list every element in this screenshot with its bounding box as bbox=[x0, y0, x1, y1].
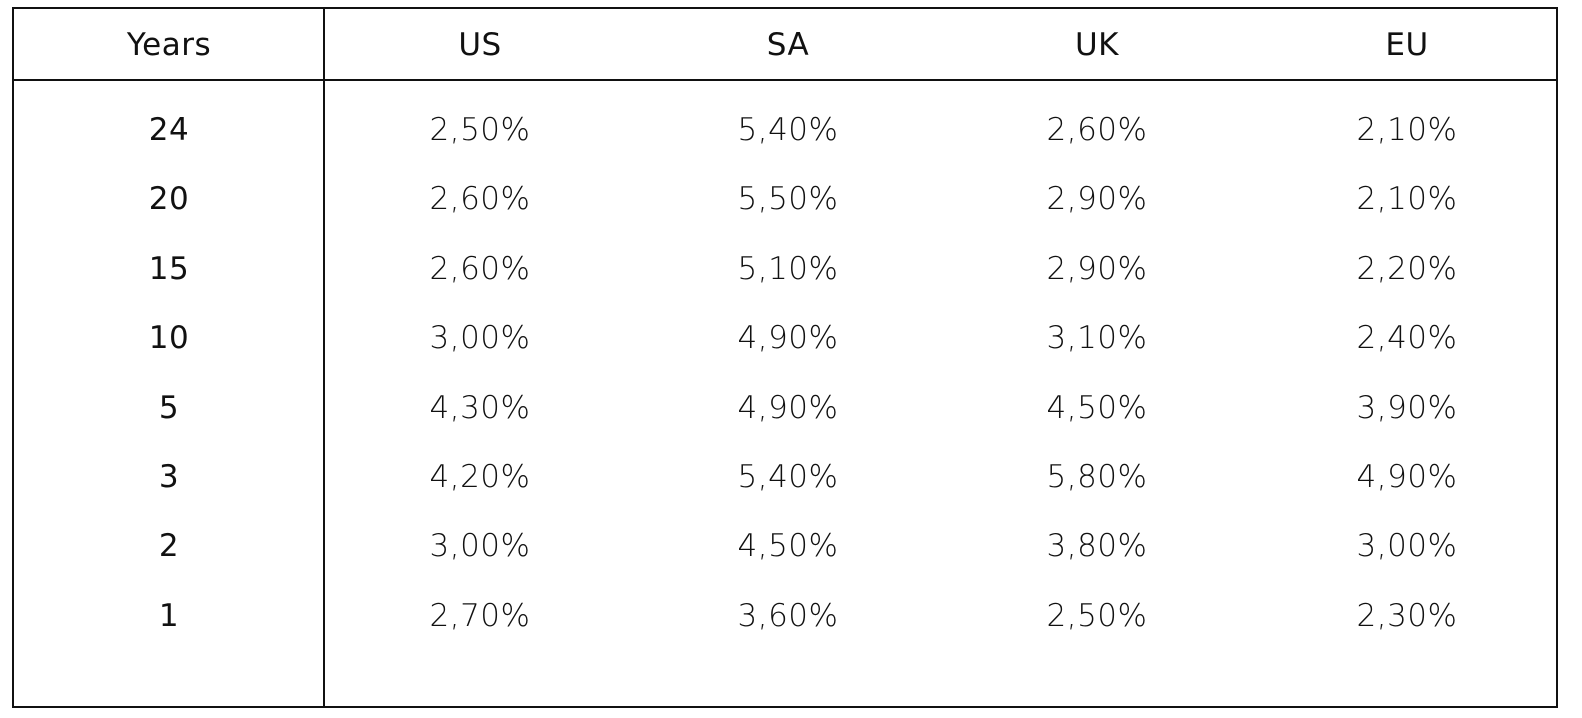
rate-cell: 2,50% bbox=[429, 112, 531, 148]
year-cell: 15 bbox=[148, 250, 190, 287]
table: Years US SA UK EU 24 2,50% 5,40% 2,60% 2,10% 20 2,6… bbox=[12, 7, 1558, 708]
rate-cell: 5,40% bbox=[737, 459, 839, 495]
rate-cell: 5,10% bbox=[737, 250, 839, 287]
header-cell: US bbox=[458, 27, 502, 63]
rate-cell: 5,80% bbox=[1046, 459, 1148, 495]
year-cell: 5 bbox=[158, 389, 180, 426]
year-cell: 1 bbox=[158, 597, 180, 634]
rate-cell: 5,40% bbox=[737, 112, 839, 148]
rate-cell: 4,50% bbox=[1046, 389, 1148, 426]
rate-cell: 2,30% bbox=[1356, 597, 1458, 634]
column-divider bbox=[323, 9, 325, 706]
rate-cell: 4,90% bbox=[737, 320, 839, 357]
rate-cell: 2,60% bbox=[1046, 112, 1148, 148]
header-cell: Years bbox=[126, 27, 212, 63]
header-cell: UK bbox=[1074, 27, 1120, 63]
rate-cell: 3,80% bbox=[1046, 528, 1148, 565]
rate-cell: 3,10% bbox=[1046, 320, 1148, 357]
year-cell: 24 bbox=[148, 112, 190, 148]
rate-cell: 3,90% bbox=[1356, 389, 1458, 426]
header-cell: EU bbox=[1385, 27, 1429, 63]
rate-cell: 2,50% bbox=[1046, 597, 1148, 634]
year-cell: 20 bbox=[148, 181, 190, 218]
rate-cell: 4,20% bbox=[429, 459, 531, 495]
year-cell: 3 bbox=[158, 459, 180, 495]
rate-cell: 4,90% bbox=[1356, 459, 1458, 495]
rate-cell: 2,20% bbox=[1356, 250, 1458, 287]
rate-cell: 3,00% bbox=[429, 320, 531, 357]
year-cell: 2 bbox=[158, 528, 180, 565]
rate-cell: 3,00% bbox=[429, 528, 531, 565]
rate-cell: 2,90% bbox=[1046, 250, 1148, 287]
rate-cell: 2,70% bbox=[429, 597, 531, 634]
rate-cell: 4,30% bbox=[429, 389, 531, 426]
rate-cell: 4,90% bbox=[737, 389, 839, 426]
rate-cell: 3,60% bbox=[737, 597, 839, 634]
rate-cell: 3,00% bbox=[1356, 528, 1458, 565]
header-cell: SA bbox=[766, 27, 810, 63]
rate-cell: 2,90% bbox=[1046, 181, 1148, 218]
rate-cell: 2,10% bbox=[1356, 181, 1458, 218]
rate-cell: 5,50% bbox=[737, 181, 839, 218]
header-divider bbox=[14, 79, 1556, 81]
rate-cell: 2,60% bbox=[429, 181, 531, 218]
rate-cell: 2,60% bbox=[429, 250, 531, 287]
year-cell: 10 bbox=[148, 320, 190, 357]
rate-cell: 4,50% bbox=[737, 528, 839, 565]
rate-cell: 2,40% bbox=[1356, 320, 1458, 357]
rate-cell: 2,10% bbox=[1356, 112, 1458, 148]
